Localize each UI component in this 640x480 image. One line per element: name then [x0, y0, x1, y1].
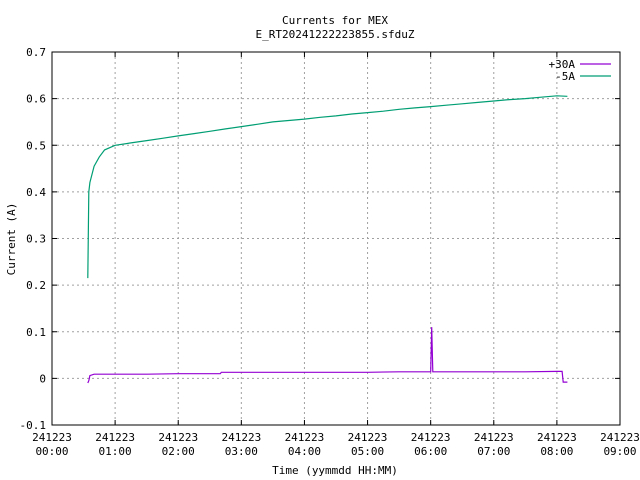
x-axis-label: Time (yymmdd HH:MM) — [272, 464, 398, 477]
x-tick-label-date: 241223 — [95, 431, 135, 444]
y-axis-label: Current (A) — [5, 203, 18, 276]
x-tick-label-date: 241223 — [158, 431, 198, 444]
y-tick-label: 0.7 — [26, 46, 46, 59]
series-line-30a — [87, 327, 568, 384]
x-tick-label-time: 00:00 — [35, 445, 68, 458]
chart-title: Currents for MEX — [282, 14, 388, 27]
series-line-5a — [87, 95, 568, 279]
legend-label-30a: +30A — [549, 58, 576, 71]
x-tick-label-date: 241223 — [537, 431, 577, 444]
y-tick-labels: -0.1 0 0.1 0.2 0.3 0.4 0.5 0.6 0.7 — [20, 46, 47, 432]
x-tick-label-date: 241223 — [348, 431, 388, 444]
legend: +30A -5A — [549, 58, 611, 83]
x-tick-label-date: 241223 — [285, 431, 325, 444]
x-tick-label-time: 07:00 — [477, 445, 510, 458]
x-tick-label-time: 03:00 — [225, 445, 258, 458]
x-tick-label-time: 02:00 — [162, 445, 195, 458]
series-lines — [87, 95, 568, 384]
x-tick-label-time: 09:00 — [603, 445, 636, 458]
x-tick-label-time: 04:00 — [288, 445, 321, 458]
y-tick-label: 0.2 — [26, 279, 46, 292]
y-tick-label: 0.4 — [26, 186, 46, 199]
x-tick-label-time: 08:00 — [540, 445, 573, 458]
x-tick-label-date: 241223 — [221, 431, 261, 444]
y-tick-label: 0.5 — [26, 139, 46, 152]
x-tick-label-date: 241223 — [32, 431, 72, 444]
x-tick-label-time: 01:00 — [99, 445, 132, 458]
x-tick-label-time: 06:00 — [414, 445, 447, 458]
y-tick-label: 0.1 — [26, 326, 46, 339]
x-tick-labels: 24122300:0024122301:0024122302:002412230… — [32, 431, 640, 458]
legend-label-5a: -5A — [555, 70, 575, 83]
y-tick-label: -0.1 — [20, 419, 47, 432]
x-tick-label-time: 05:00 — [351, 445, 384, 458]
grid — [51, 51, 621, 426]
x-tick-label-date: 241223 — [600, 431, 640, 444]
y-tick-label: 0.3 — [26, 233, 46, 246]
chart-subtitle: E_RT20241222223855.sfduZ — [256, 28, 415, 41]
x-tick-label-date: 241223 — [411, 431, 451, 444]
plot-frame — [51, 51, 621, 426]
x-tick-label-date: 241223 — [474, 431, 514, 444]
y-tick-label: 0 — [39, 372, 46, 385]
y-tick-label: 0.6 — [26, 93, 46, 106]
